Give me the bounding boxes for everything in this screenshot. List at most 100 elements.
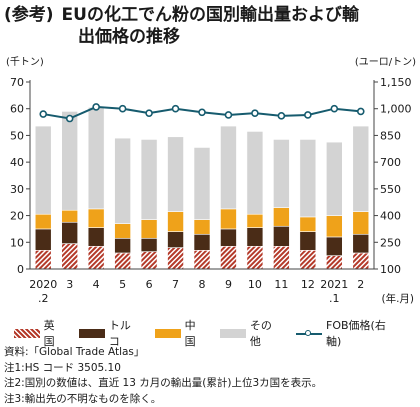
- right-axis-unit: (ユーロ/トン): [355, 57, 416, 68]
- bar-turkey-11: [326, 236, 343, 256]
- bar-uk-11: [326, 255, 343, 270]
- x-tick-label-12: 2: [357, 278, 364, 291]
- bar-turkey-0: [34, 228, 52, 251]
- bar-china-9: [273, 207, 290, 227]
- x-tick-sublabel-11: .1: [329, 292, 340, 305]
- legend-label-other: その他: [249, 319, 272, 348]
- left-tick-label-3: 30: [10, 183, 24, 196]
- bar-china-11: [326, 215, 343, 238]
- legend-item-china: 中国: [155, 317, 206, 349]
- bar-uk-5: [167, 247, 184, 270]
- bar-uk-12: [352, 252, 370, 270]
- bar-other-4: [140, 139, 158, 220]
- price-point-8: [251, 109, 259, 117]
- title-line-1: EUの化工でん粉の国別輸出量および輸: [61, 5, 359, 25]
- bar-turkey-2: [87, 227, 105, 247]
- bar-turkey-6: [193, 233, 211, 251]
- note-3: 注3:輸出先の不明なものを除く。: [4, 392, 162, 405]
- x-tick-label-9: 11: [274, 278, 288, 291]
- price-point-7: [224, 111, 233, 119]
- bar-turkey-1: [61, 221, 78, 244]
- left-axis-unit: (千トン): [6, 56, 44, 68]
- legend-label-china: 中国: [184, 319, 196, 348]
- bar-uk-7: [220, 245, 237, 270]
- legend-swatch-china: [155, 328, 181, 338]
- x-tick-label-5: 7: [172, 278, 179, 291]
- legend-swatch-price: [296, 329, 322, 338]
- chart-legend: 英国 トルコ 中国 その他 FOB価格(右軸): [14, 319, 414, 348]
- x-tick-sublabel-0: .2: [38, 292, 49, 305]
- bar-uk-0: [34, 250, 52, 270]
- left-tick-label-4: 40: [10, 156, 24, 169]
- bar-uk-8: [246, 245, 264, 270]
- legend-swatch-turkey: [79, 328, 105, 338]
- bar-turkey-5: [167, 231, 184, 248]
- price-point-1: [65, 114, 74, 123]
- left-tick-label-2: 20: [10, 210, 24, 223]
- x-tick-label-1: 3: [66, 278, 73, 291]
- right-tick-label-3: 550: [380, 183, 401, 196]
- bar-uk-3: [114, 252, 131, 270]
- bar-other-12: [352, 125, 370, 212]
- bar-other-6: [193, 147, 211, 220]
- bar-turkey-12: [352, 233, 370, 254]
- x-tick-label-0: 2020: [29, 278, 57, 291]
- bar-china-0: [34, 213, 52, 230]
- legend-item-turkey: トルコ: [79, 317, 141, 349]
- bar-china-5: [167, 211, 184, 232]
- bar-turkey-9: [273, 225, 290, 247]
- legend-swatch-uk: [14, 328, 40, 338]
- legend-label-uk: 英国: [43, 319, 55, 348]
- price-point-9: [277, 112, 286, 120]
- bar-other-2: [87, 107, 105, 210]
- right-tick-label-1: 250: [380, 236, 401, 249]
- bar-other-0: [34, 125, 52, 215]
- bar-china-12: [352, 211, 370, 235]
- bar-china-3: [114, 223, 131, 239]
- legend-label-turkey: トルコ: [108, 319, 131, 348]
- bar-china-6: [193, 219, 211, 235]
- legend-item-uk: 英国: [14, 317, 65, 349]
- right-tick-label-4: 700: [380, 156, 401, 169]
- bar-uk-4: [140, 251, 158, 270]
- x-tick-label-11: 2021: [320, 278, 348, 291]
- left-tick-label-1: 10: [10, 236, 24, 249]
- right-tick-label-0: 100: [380, 263, 401, 276]
- title-line-2: 出価格の推移: [78, 27, 180, 47]
- price-point-10: [304, 111, 312, 119]
- price-point-12: [356, 107, 365, 116]
- price-point-5: [171, 104, 180, 113]
- legend-swatch-other: [220, 328, 246, 338]
- bar-turkey-3: [114, 237, 131, 254]
- bar-uk-2: [87, 245, 105, 270]
- bar-other-9: [273, 139, 290, 208]
- x-tick-label-4: 6: [146, 278, 153, 291]
- left-tick-label-6: 60: [10, 103, 24, 116]
- x-tick-label-10: 12: [301, 278, 315, 291]
- right-tick-label-5: 850: [380, 129, 401, 142]
- bar-other-11: [326, 141, 343, 216]
- note-1: 注1:HS コード 3505.10: [4, 361, 121, 374]
- title-prefix: (参考): [4, 5, 54, 25]
- bar-uk-6: [193, 250, 211, 270]
- price-point-4: [145, 109, 153, 117]
- bar-turkey-7: [220, 228, 237, 247]
- x-axis-unit: (年.月): [381, 292, 414, 305]
- bar-other-5: [167, 136, 184, 212]
- price-point-3: [118, 104, 127, 113]
- chart-plot: 0 10 20 30 40 50 60 70 100 250 400 550 700 850 1,000 1,…: [6, 56, 416, 305]
- bar-uk-9: [273, 245, 290, 270]
- bar-other-8: [246, 131, 264, 215]
- bar-other-3: [114, 137, 131, 224]
- price-point-2: [92, 103, 100, 111]
- x-tick-label-3: 5: [119, 278, 126, 291]
- right-tick-label-6: 1,000: [380, 103, 412, 116]
- bar-china-10: [299, 216, 317, 232]
- price-point-11: [330, 104, 339, 113]
- x-tick-label-2: 4: [93, 278, 100, 291]
- right-tick-label-2: 400: [380, 210, 401, 223]
- bar-china-1: [61, 209, 78, 223]
- price-point-6: [198, 108, 206, 117]
- note-source: 資料:「Global Trade Atlas」: [4, 346, 145, 358]
